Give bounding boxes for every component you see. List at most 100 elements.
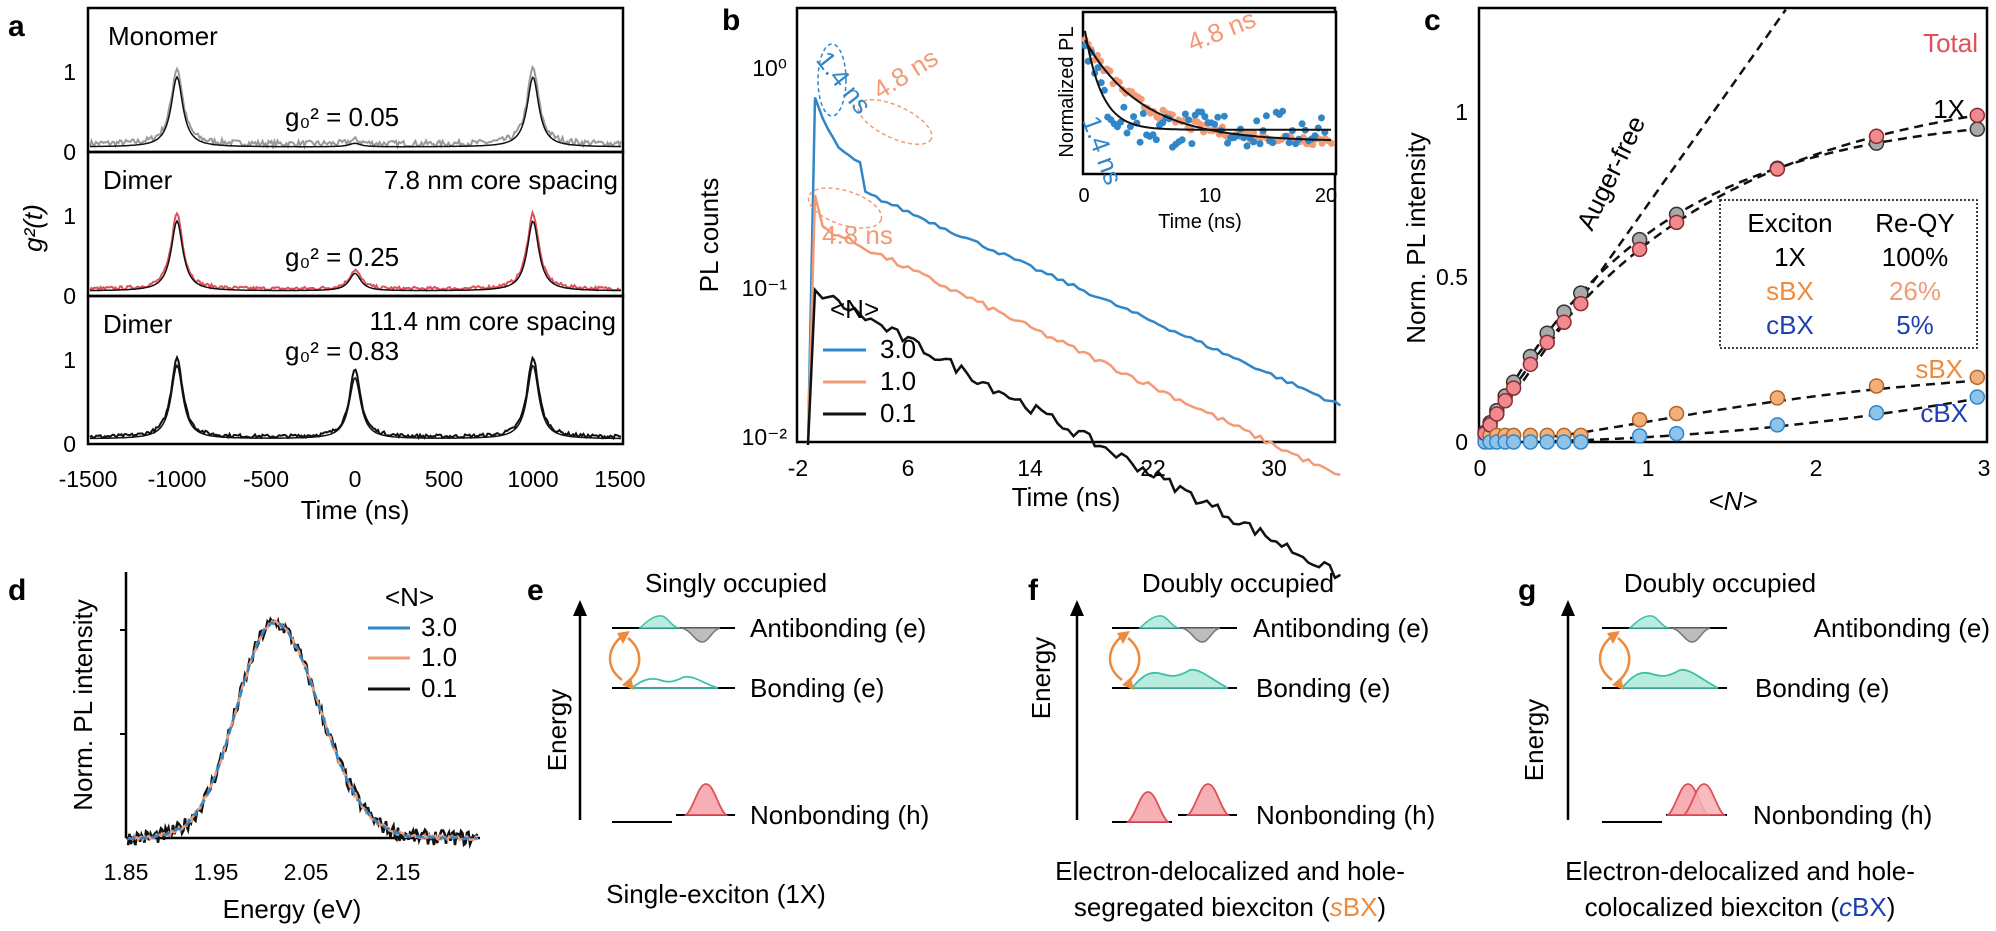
panel-a-row3-label: Dimer [103, 309, 173, 339]
panel-e-hole-lobe-icon [683, 783, 729, 816]
panel-b-inset-point-blue [1250, 138, 1257, 146]
panel-g-title: Doubly occupied [1624, 568, 1816, 598]
panel-g-antibonding-node-lobe-icon [1669, 627, 1711, 643]
panel-e-transition-arrowhead-down-icon [622, 677, 634, 690]
panel-b-ytick-1: 10⁻¹ [742, 275, 788, 301]
panel-b-inset-point-blue [1253, 117, 1261, 125]
panel-b-inset-point-blue [1117, 118, 1125, 126]
panel-f-caption-line2-text: segregated biexciton ( [1074, 892, 1330, 922]
panel-b-xtick-3: 22 [1140, 455, 1166, 481]
panel-c-marker-cbx [1668, 425, 1685, 442]
panel-b-ellipse-fast [817, 43, 847, 117]
panel-c-marker-total [1497, 393, 1513, 409]
panel-c: c 0 0.5 1 Norm. PL intensity 0 1 2 3 <N>… [1401, 4, 1990, 516]
panel-c-marker-cbx [1556, 434, 1572, 450]
panel-c-marker-total [1668, 214, 1685, 231]
panel-c-table: Exciton Re-QY 1X 100% sBX 26% cBX 5% [1719, 199, 1978, 349]
panel-c-label-sbx: sBX [1915, 354, 1963, 384]
panel-a-xtick-5: 1000 [507, 466, 558, 492]
panel-a-xtick-4: 500 [425, 466, 463, 492]
panel-e-level-antibonding: Antibonding (e) [750, 613, 926, 643]
panel-e-arrowhead-icon [573, 600, 587, 616]
panel-g-arrowhead-icon [1561, 600, 1575, 616]
panel-e-letter: e [527, 574, 544, 607]
panel-c-marker-total [1573, 295, 1589, 312]
panel-g: g Doubly occupied Energy Antibonding (e)… [1518, 568, 1990, 922]
panel-a-ylabel: g²(t) [18, 204, 48, 252]
panel-a-row1-ytick-0: 0 [63, 139, 76, 165]
panel-b-inset-point-blue [1136, 138, 1144, 146]
panel-a-xtick-1: -1000 [148, 466, 207, 492]
panel-b-trace-black [806, 286, 1342, 580]
panel-c-table-sbx-qy: 26% [1889, 276, 1941, 306]
panel-c-marker-total [1505, 380, 1522, 396]
panel-c-marker-sbx [1769, 390, 1786, 406]
panel-g-hole-lobe-b-icon [1681, 783, 1727, 816]
panel-a-row2-g0: g₀² = 0.25 [285, 242, 399, 272]
panel-b-inset-point-blue [1185, 116, 1193, 124]
panel-f-level-antibonding: Antibonding (e) [1253, 613, 1429, 643]
panel-c-curve-auger-free [1478, 8, 1787, 443]
panel-b-inset-point-blue [1159, 119, 1167, 127]
panel-e-axis-label: Energy [542, 689, 572, 771]
panel-a-xtick-2: -500 [243, 466, 289, 492]
panel-a-row1-fit [90, 75, 621, 148]
panel-f-caption-bx: BX [1343, 892, 1378, 922]
panel-c-xtick-2: 2 [1810, 455, 1823, 481]
panel-b-annotation-1-4ns: 1.4 ns [810, 45, 877, 119]
panel-c-marker-total [1969, 107, 1986, 124]
panel-c-table-cbx: cBX [1766, 310, 1814, 340]
panel-a-row1-ytick-1: 1 [63, 59, 76, 85]
panel-b-inset-points [1081, 30, 1335, 151]
panel-f-bonding-orbital-icon [1130, 668, 1229, 689]
panel-a-xtick-3: 0 [349, 466, 362, 492]
panel-g-transition-arrowhead-down-icon [1612, 677, 1624, 690]
panel-b-annotation-4-8ns-top: 4.8 ns [867, 42, 943, 105]
panel-g-transition-arrowhead-up-icon [1607, 631, 1620, 644]
panel-e-transition-down-arrow-icon [627, 637, 641, 683]
panel-f-title: Doubly occupied [1142, 568, 1334, 598]
panel-g-axis-label: Energy [1519, 699, 1549, 781]
panel-b-inset-point-blue [1211, 120, 1219, 128]
panel-a-row3-fit [89, 363, 621, 440]
panel-g-caption-bx: BX [1852, 892, 1887, 922]
panel-c-marker-cbx [1522, 434, 1539, 450]
panel-b-letter: b [722, 4, 740, 37]
panel-c-ytick-1: 0.5 [1436, 264, 1468, 290]
panel-c-plot [1477, 8, 1986, 450]
panel-f-caption-line1: Electron-delocalized and hole- [1055, 856, 1405, 886]
panel-c-table-1x-qy: 100% [1882, 242, 1949, 272]
panel-a-row2-label: Dimer [103, 165, 173, 195]
panel-c-marker-1x [1969, 121, 1986, 137]
panel-b-inset-point-blue [1224, 139, 1232, 147]
panel-b-inset-point-blue [1243, 142, 1251, 150]
panel-c-table-cbx-qy: 5% [1896, 310, 1934, 340]
panel-e-transition-arrowhead-up-icon [617, 631, 630, 644]
panel-g-transition-up-arrow-icon [1598, 635, 1613, 681]
panel-a-row2-ytick-0: 0 [63, 283, 76, 309]
panel-a-row3-ytick-0: 0 [63, 431, 76, 457]
panel-b-inset-point-blue [1214, 113, 1222, 121]
panel-b-inset-point-blue [1188, 140, 1196, 148]
panel-b-inset-point-blue [1094, 64, 1102, 72]
panel-c-marker-sbx [1631, 411, 1648, 428]
panel-c-label-1x: 1X [1933, 94, 1965, 124]
panel-b-ytick-0: 10⁰ [752, 55, 787, 81]
panel-f-level-bonding: Bonding (e) [1256, 673, 1390, 703]
panel-b-trace-salmon [806, 194, 1341, 477]
panel-b-inset-point-blue [1181, 110, 1189, 118]
panel-e-level-bonding: Bonding (e) [750, 673, 884, 703]
panel-b-ylabel: PL counts [694, 178, 724, 293]
panel-g-caption-line1: Electron-delocalized and hole- [1565, 856, 1915, 886]
panel-c-ytick-0: 0 [1455, 429, 1468, 455]
panel-g-bonding-orbital-icon [1620, 668, 1719, 689]
panel-c-table-header-exciton: Exciton [1747, 208, 1832, 238]
panel-b-inset-point-blue [1269, 139, 1277, 146]
panel-b-legend-title: <N> [830, 294, 879, 324]
panel-d-spectrum-2 [127, 621, 478, 841]
panel-b-inset-point-blue [1123, 129, 1131, 137]
panel-c-xtick-3: 3 [1978, 455, 1991, 481]
panel-b-inset-point-blue [1139, 110, 1147, 117]
panel-c-marker-cbx [1868, 405, 1885, 421]
panel-b-ytick-2: 10⁻² [742, 424, 788, 450]
